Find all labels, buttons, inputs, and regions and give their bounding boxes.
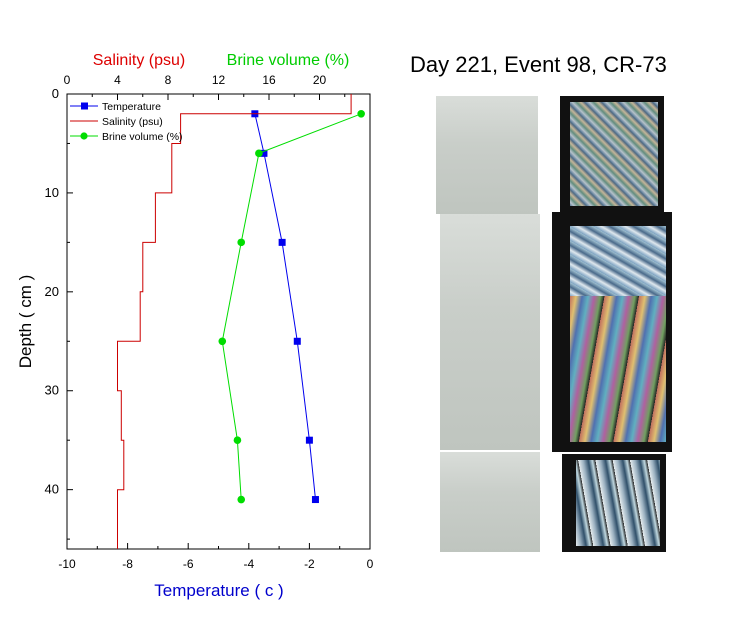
brine-volume-point (233, 436, 242, 444)
brine-volume-point (357, 109, 365, 118)
core-crosslight-photo-top (560, 96, 664, 214)
core-crosslight-photo-bottom (562, 454, 666, 552)
plot-frame (66, 93, 371, 550)
x-top-tick-label: 0 (64, 73, 71, 87)
brine-volume-point (237, 495, 246, 504)
brine-volume-point (255, 149, 263, 158)
y-axis-label: Depth ( cm ) (16, 275, 35, 369)
y-tick-label: 20 (45, 284, 59, 299)
y-tick-label: 30 (45, 383, 59, 398)
y-tick-label: 40 (45, 482, 59, 497)
legend-label: Salinity (psu) (102, 116, 163, 128)
x-top-tick-label: 4 (114, 73, 121, 87)
temperature-point (260, 149, 268, 157)
temperature-point (305, 436, 313, 444)
x-bottom-tick-label: -8 (122, 557, 133, 571)
x-bottom-tick-label: -10 (58, 557, 76, 571)
page-title: Day 221, Event 98, CR-73 (410, 52, 667, 77)
core-photo-bottom (440, 452, 540, 552)
x-top-tick-label: 20 (313, 73, 327, 87)
temperature-point (293, 337, 301, 345)
core-crosslight-photo-middle (552, 212, 672, 452)
legend-label: Temperature (102, 101, 161, 113)
core-photo-middle (440, 214, 540, 450)
x-bottom-tick-label: 0 (367, 557, 374, 571)
x-top-salinity-label: Salinity (psu) (93, 52, 185, 69)
legend-marker (80, 132, 88, 140)
x-top-brine-label: Brine volume (%) (227, 52, 350, 69)
temperature-point (278, 238, 286, 246)
y-tick-label: 0 (52, 86, 59, 101)
series-line-circle (221, 113, 362, 500)
brine-volume-point (237, 238, 246, 247)
legend-marker (81, 102, 88, 110)
series-line-none (117, 94, 352, 549)
series-line-square (254, 113, 316, 500)
brine-volume-point (218, 337, 227, 346)
temperature-point (311, 496, 319, 504)
x-top-tick-label: 12 (212, 73, 226, 87)
y-tick-label: 10 (45, 185, 59, 200)
x-bottom-tick-label: -4 (243, 557, 254, 571)
x-bottom-tick-label: -6 (183, 557, 194, 571)
legend-label: Brine volume (%) (102, 131, 183, 143)
x-bottom-axis-label: Temperature ( c ) (154, 581, 283, 600)
core-photo-top (436, 96, 538, 214)
x-top-tick-label: 8 (165, 73, 172, 87)
x-bottom-tick-label: -2 (304, 557, 315, 571)
x-top-tick-label: 16 (262, 73, 276, 87)
